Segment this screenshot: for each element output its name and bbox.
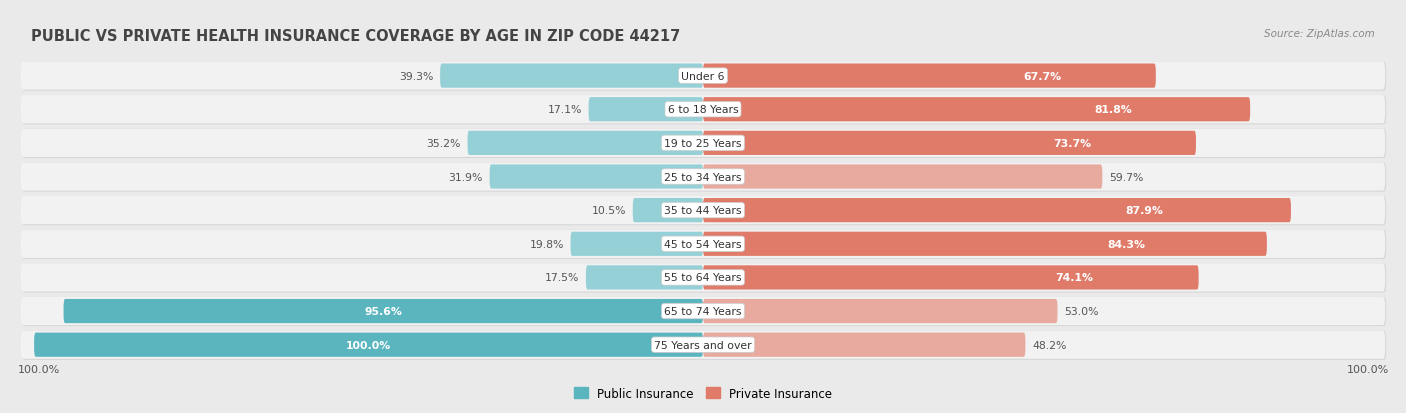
Text: 10.5%: 10.5% [592,206,626,216]
FancyBboxPatch shape [21,297,1385,325]
FancyBboxPatch shape [21,96,1386,125]
FancyBboxPatch shape [703,165,1102,189]
Text: 35.2%: 35.2% [426,138,461,149]
Text: 48.2%: 48.2% [1032,340,1067,350]
FancyBboxPatch shape [21,62,1386,92]
Text: 19 to 25 Years: 19 to 25 Years [664,138,742,149]
FancyBboxPatch shape [21,129,1386,159]
Legend: Public Insurance, Private Insurance: Public Insurance, Private Insurance [569,382,837,404]
FancyBboxPatch shape [703,299,1057,323]
Text: 17.1%: 17.1% [547,105,582,115]
FancyBboxPatch shape [21,163,1385,191]
FancyBboxPatch shape [703,199,1291,223]
FancyBboxPatch shape [21,163,1386,192]
FancyBboxPatch shape [21,297,1386,326]
Text: 67.7%: 67.7% [1024,71,1062,81]
Text: 100.0%: 100.0% [17,364,59,374]
Text: 39.3%: 39.3% [399,71,433,81]
FancyBboxPatch shape [633,199,703,223]
Text: Under 6: Under 6 [682,71,724,81]
FancyBboxPatch shape [586,266,703,290]
FancyBboxPatch shape [571,232,703,256]
Text: 87.9%: 87.9% [1125,206,1163,216]
Text: 100.0%: 100.0% [1347,364,1389,374]
FancyBboxPatch shape [703,131,1197,156]
Text: 81.8%: 81.8% [1094,105,1132,115]
Text: 45 to 54 Years: 45 to 54 Years [664,239,742,249]
Text: 74.1%: 74.1% [1056,273,1094,283]
Text: 95.6%: 95.6% [364,306,402,316]
FancyBboxPatch shape [703,266,1199,290]
FancyBboxPatch shape [21,96,1385,124]
Text: 59.7%: 59.7% [1109,172,1143,182]
Text: 100.0%: 100.0% [346,340,391,350]
Text: 31.9%: 31.9% [449,172,482,182]
FancyBboxPatch shape [34,333,703,357]
FancyBboxPatch shape [21,263,1386,293]
FancyBboxPatch shape [489,165,703,189]
FancyBboxPatch shape [21,197,1385,225]
Text: 19.8%: 19.8% [530,239,564,249]
Text: 55 to 64 Years: 55 to 64 Years [664,273,742,283]
FancyBboxPatch shape [63,299,703,323]
Text: 75 Years and over: 75 Years and over [654,340,752,350]
Text: 6 to 18 Years: 6 to 18 Years [668,105,738,115]
FancyBboxPatch shape [21,331,1385,359]
FancyBboxPatch shape [703,64,1156,88]
FancyBboxPatch shape [21,263,1385,292]
Text: 73.7%: 73.7% [1053,138,1092,149]
FancyBboxPatch shape [703,232,1267,256]
FancyBboxPatch shape [21,129,1385,158]
FancyBboxPatch shape [468,131,703,156]
Text: 84.3%: 84.3% [1107,239,1144,249]
FancyBboxPatch shape [21,230,1386,259]
Text: 65 to 74 Years: 65 to 74 Years [664,306,742,316]
FancyBboxPatch shape [440,64,703,88]
FancyBboxPatch shape [589,98,703,122]
FancyBboxPatch shape [21,331,1386,360]
Text: 35 to 44 Years: 35 to 44 Years [664,206,742,216]
FancyBboxPatch shape [21,197,1386,226]
FancyBboxPatch shape [703,98,1250,122]
Text: 53.0%: 53.0% [1064,306,1098,316]
FancyBboxPatch shape [21,230,1385,258]
FancyBboxPatch shape [703,333,1025,357]
FancyBboxPatch shape [21,62,1385,90]
Text: 17.5%: 17.5% [546,273,579,283]
Text: PUBLIC VS PRIVATE HEALTH INSURANCE COVERAGE BY AGE IN ZIP CODE 44217: PUBLIC VS PRIVATE HEALTH INSURANCE COVER… [31,29,681,44]
Text: Source: ZipAtlas.com: Source: ZipAtlas.com [1264,29,1375,39]
Text: 25 to 34 Years: 25 to 34 Years [664,172,742,182]
